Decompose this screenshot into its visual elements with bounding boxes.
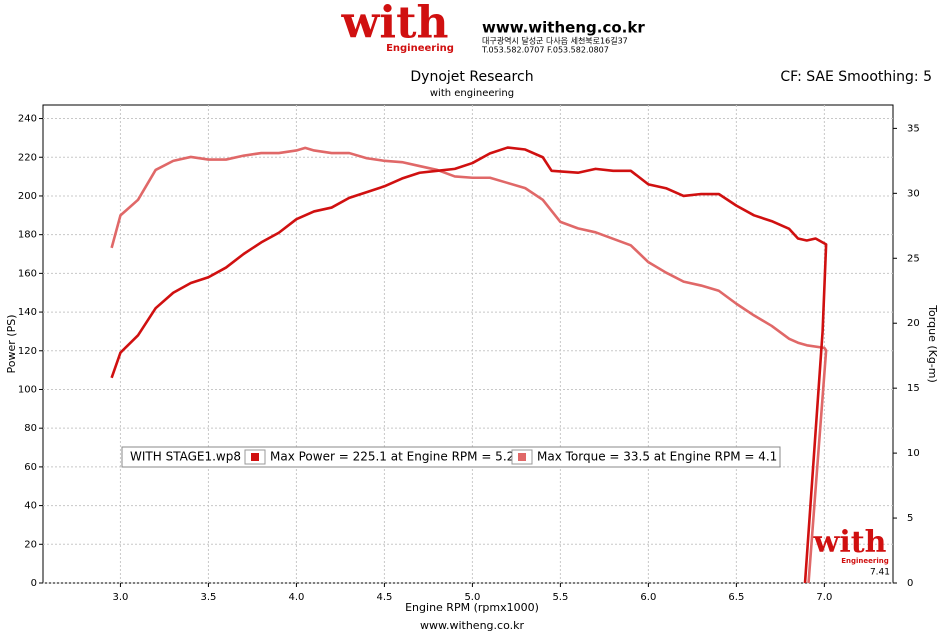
watermark: with — [813, 525, 887, 560]
y-tick-label: 200 — [18, 191, 37, 202]
x-tick-label: 5.0 — [464, 592, 480, 603]
y-tick-label: 180 — [18, 230, 37, 241]
watermark-sub: Engineering — [841, 557, 889, 565]
y2-axis-label: Torque (Kg-m) — [926, 304, 939, 383]
header-phone: T.053.582.0707 F.053.582.0807 — [481, 46, 609, 55]
x-tick-label: 4.5 — [376, 592, 392, 603]
legend-item: Max Power = 225.1 at Engine RPM = 5.2 — [270, 450, 514, 464]
correction: CF: SAE Smoothing: 5 — [780, 69, 932, 85]
y2-tick-label: 0 — [907, 578, 913, 589]
header-url: www.witheng.co.kr — [482, 19, 645, 37]
footer: www.witheng.co.kr — [420, 619, 524, 632]
y-tick-label: 120 — [18, 346, 37, 357]
x-tick-label: 6.0 — [640, 592, 656, 603]
legend-run: WITH STAGE1.wp8 — [130, 450, 241, 464]
x-axis-label: Engine RPM (rpmx1000) — [405, 601, 539, 614]
y-tick-label: 60 — [24, 462, 37, 473]
y-tick-label: 140 — [18, 307, 37, 318]
legend-box — [121, 446, 781, 468]
y-tick-label: 220 — [18, 152, 37, 163]
y2-tick-label: 30 — [907, 188, 920, 199]
header-address: 대구광역시 달성군 다사읍 세천북로16길37 — [482, 36, 628, 46]
y-axis-label: Power (PS) — [5, 315, 18, 374]
y2-tick-label: 20 — [907, 318, 920, 329]
chart-title: Dynojet Research — [410, 69, 533, 85]
y-tick-label: 40 — [24, 501, 37, 512]
legend-swatch-fill — [251, 453, 259, 461]
logo: with — [341, 0, 449, 49]
x-tick-label: 7.0 — [816, 592, 832, 603]
y2-tick-label: 25 — [907, 253, 920, 264]
y-tick-label: 160 — [18, 268, 37, 279]
plot-area — [42, 104, 894, 584]
y2-tick-label: 10 — [907, 448, 920, 459]
y-tick-label: 80 — [24, 423, 37, 434]
x-tick-label: 3.0 — [112, 592, 128, 603]
x-tick-label: 4.0 — [288, 592, 304, 603]
legend-item: Max Torque = 33.5 at Engine RPM = 4.1 — [537, 450, 777, 464]
legend: WITH STAGE1.wp8 Max Power = 225.1 at Engi… — [121, 446, 781, 468]
series-line — [110, 146, 828, 584]
x-tick-label: 5.5 — [552, 592, 568, 603]
chart-subtitle: with engineering — [430, 88, 514, 99]
legend-swatch-fill — [518, 453, 526, 461]
series-line — [110, 146, 828, 584]
y-tick-label: 20 — [24, 539, 37, 550]
x-tick-label: 6.5 — [728, 592, 744, 603]
y-tick-label: 0 — [31, 578, 37, 589]
y2-tick-label: 15 — [907, 383, 920, 394]
y2-tick-label: 5 — [907, 513, 913, 524]
x-tick-label: 3.5 — [200, 592, 216, 603]
version: 7.41 — [870, 568, 890, 578]
logo-sub: Engineering — [386, 43, 454, 54]
y-tick-label: 240 — [18, 114, 37, 125]
y2-tick-label: 35 — [907, 123, 920, 134]
y-tick-label: 100 — [18, 384, 37, 395]
